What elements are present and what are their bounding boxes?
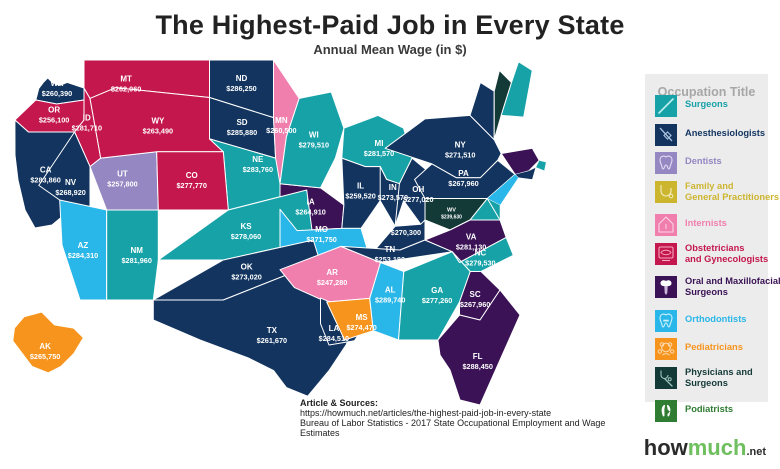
svg-text:SC: SC xyxy=(470,290,481,299)
svg-text:$283,860: $283,860 xyxy=(30,176,60,185)
svg-text:$279,530: $279,530 xyxy=(465,258,495,267)
svg-text:$289,740: $289,740 xyxy=(375,296,405,305)
svg-text:$271,750: $271,750 xyxy=(306,235,336,244)
svg-text:AR: AR xyxy=(326,268,338,277)
svg-text:$264,910: $264,910 xyxy=(295,208,325,217)
svg-text:$267,960: $267,960 xyxy=(448,179,478,188)
svg-text:CO: CO xyxy=(186,171,198,180)
svg-text:NY: NY xyxy=(455,141,467,150)
svg-text:KY: KY xyxy=(400,218,412,227)
svg-text:WV: WV xyxy=(447,207,456,213)
svg-text:$239,630: $239,630 xyxy=(441,214,462,220)
svg-text:MO: MO xyxy=(315,225,328,234)
svg-text:GA: GA xyxy=(431,286,443,295)
svg-text:WY: WY xyxy=(151,116,165,125)
svg-text:OK: OK xyxy=(241,262,253,271)
svg-text:MT: MT xyxy=(120,74,132,83)
svg-text:NV: NV xyxy=(65,178,77,187)
svg-text:$259,520: $259,520 xyxy=(345,192,375,201)
svg-text:$284,310: $284,310 xyxy=(68,251,98,260)
svg-text:TN: TN xyxy=(384,245,395,254)
svg-text:$262,060: $262,060 xyxy=(111,84,141,93)
svg-text:MI: MI xyxy=(375,139,384,148)
svg-text:NE: NE xyxy=(252,155,264,164)
svg-text:$247,280: $247,280 xyxy=(317,278,347,287)
svg-text:$257,800: $257,800 xyxy=(107,179,137,188)
svg-text:AL: AL xyxy=(385,286,396,295)
svg-text:$267,960: $267,960 xyxy=(460,300,490,309)
svg-text:WA: WA xyxy=(51,79,64,88)
svg-text:$284,510: $284,510 xyxy=(319,334,349,343)
svg-text:$277,770: $277,770 xyxy=(176,181,206,190)
svg-text:TX: TX xyxy=(267,326,278,335)
svg-text:$281,130: $281,130 xyxy=(456,242,486,251)
svg-text:$281,710: $281,710 xyxy=(72,123,102,132)
svg-text:$256,100: $256,100 xyxy=(39,115,69,124)
svg-text:$253,180: $253,180 xyxy=(375,255,405,264)
svg-text:$286,250: $286,250 xyxy=(226,84,256,93)
svg-text:$260,500: $260,500 xyxy=(266,126,296,135)
svg-text:UT: UT xyxy=(117,169,128,178)
svg-text:OR: OR xyxy=(48,105,60,114)
svg-text:$288,450: $288,450 xyxy=(462,362,492,371)
svg-text:IN: IN xyxy=(389,183,397,192)
svg-text:WI: WI xyxy=(309,131,319,140)
svg-text:AK: AK xyxy=(39,342,51,351)
svg-text:$281,570: $281,570 xyxy=(364,149,394,158)
svg-text:IA: IA xyxy=(307,198,315,207)
svg-text:$281,960: $281,960 xyxy=(121,256,151,265)
svg-text:PA: PA xyxy=(458,169,469,178)
svg-text:$283,760: $283,760 xyxy=(243,165,273,174)
svg-text:NM: NM xyxy=(130,246,143,255)
svg-text:$271,510: $271,510 xyxy=(445,151,475,160)
svg-text:KS: KS xyxy=(240,222,252,231)
svg-text:$270,300: $270,300 xyxy=(391,228,421,237)
svg-text:$261,670: $261,670 xyxy=(257,336,287,345)
svg-text:$263,490: $263,490 xyxy=(143,126,173,135)
svg-text:SD: SD xyxy=(236,118,247,127)
svg-text:MN: MN xyxy=(275,116,288,125)
svg-text:MS: MS xyxy=(356,313,369,322)
svg-text:ND: ND xyxy=(236,74,248,83)
svg-text:FL: FL xyxy=(473,352,483,361)
svg-text:ID: ID xyxy=(83,113,91,122)
svg-text:$278,060: $278,060 xyxy=(231,232,261,241)
svg-text:$260,390: $260,390 xyxy=(42,89,72,98)
svg-text:IL: IL xyxy=(357,182,364,191)
svg-text:CA: CA xyxy=(40,166,52,175)
svg-text:OH: OH xyxy=(412,185,424,194)
svg-text:$279,510: $279,510 xyxy=(299,141,329,150)
svg-text:LA: LA xyxy=(329,324,340,333)
svg-text:$277,260: $277,260 xyxy=(422,296,452,305)
svg-text:$274,470: $274,470 xyxy=(346,323,376,332)
svg-text:$273,020: $273,020 xyxy=(231,272,261,281)
svg-text:$285,880: $285,880 xyxy=(227,128,257,137)
svg-text:$265,750: $265,750 xyxy=(30,352,60,361)
svg-text:VA: VA xyxy=(466,232,477,241)
svg-text:$268,920: $268,920 xyxy=(55,188,85,197)
svg-text:AZ: AZ xyxy=(78,241,89,250)
svg-text:$277,020: $277,020 xyxy=(403,195,433,204)
